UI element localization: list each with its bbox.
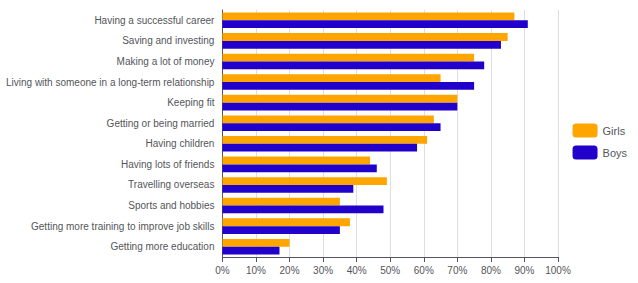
- svg-text:Having a successful career: Having a successful career: [94, 15, 215, 26]
- svg-text:Boys: Boys: [603, 147, 628, 159]
- svg-text:Having lots of friends: Having lots of friends: [121, 159, 214, 170]
- svg-text:Making a lot of money: Making a lot of money: [117, 56, 215, 67]
- svg-text:Getting or being married: Getting or being married: [107, 118, 215, 129]
- svg-text:0%: 0%: [215, 265, 230, 276]
- svg-text:Having children: Having children: [146, 138, 215, 149]
- svg-text:Living with someone in a long-: Living with someone in a long-term relat…: [6, 77, 215, 88]
- svg-text:50%: 50%: [380, 265, 400, 276]
- svg-text:Saving and investing: Saving and investing: [122, 35, 214, 46]
- svg-text:Getting more training to impro: Getting more training to improve job ski…: [31, 221, 214, 232]
- svg-text:Girls: Girls: [603, 125, 626, 137]
- svg-text:30%: 30%: [313, 265, 333, 276]
- svg-text:20%: 20%: [280, 265, 300, 276]
- svg-text:80%: 80%: [481, 265, 501, 276]
- svg-text:Travelling overseas: Travelling overseas: [128, 179, 214, 190]
- svg-text:40%: 40%: [347, 265, 367, 276]
- svg-text:Sports and hobbies: Sports and hobbies: [128, 200, 214, 211]
- svg-text:60%: 60%: [414, 265, 434, 276]
- svg-text:10%: 10%: [246, 265, 266, 276]
- svg-text:Getting more education: Getting more education: [110, 241, 214, 252]
- svg-text:90%: 90%: [514, 265, 534, 276]
- svg-text:70%: 70%: [447, 265, 467, 276]
- svg-text:100%: 100%: [545, 265, 571, 276]
- svg-text:Keeping fit: Keeping fit: [167, 97, 214, 108]
